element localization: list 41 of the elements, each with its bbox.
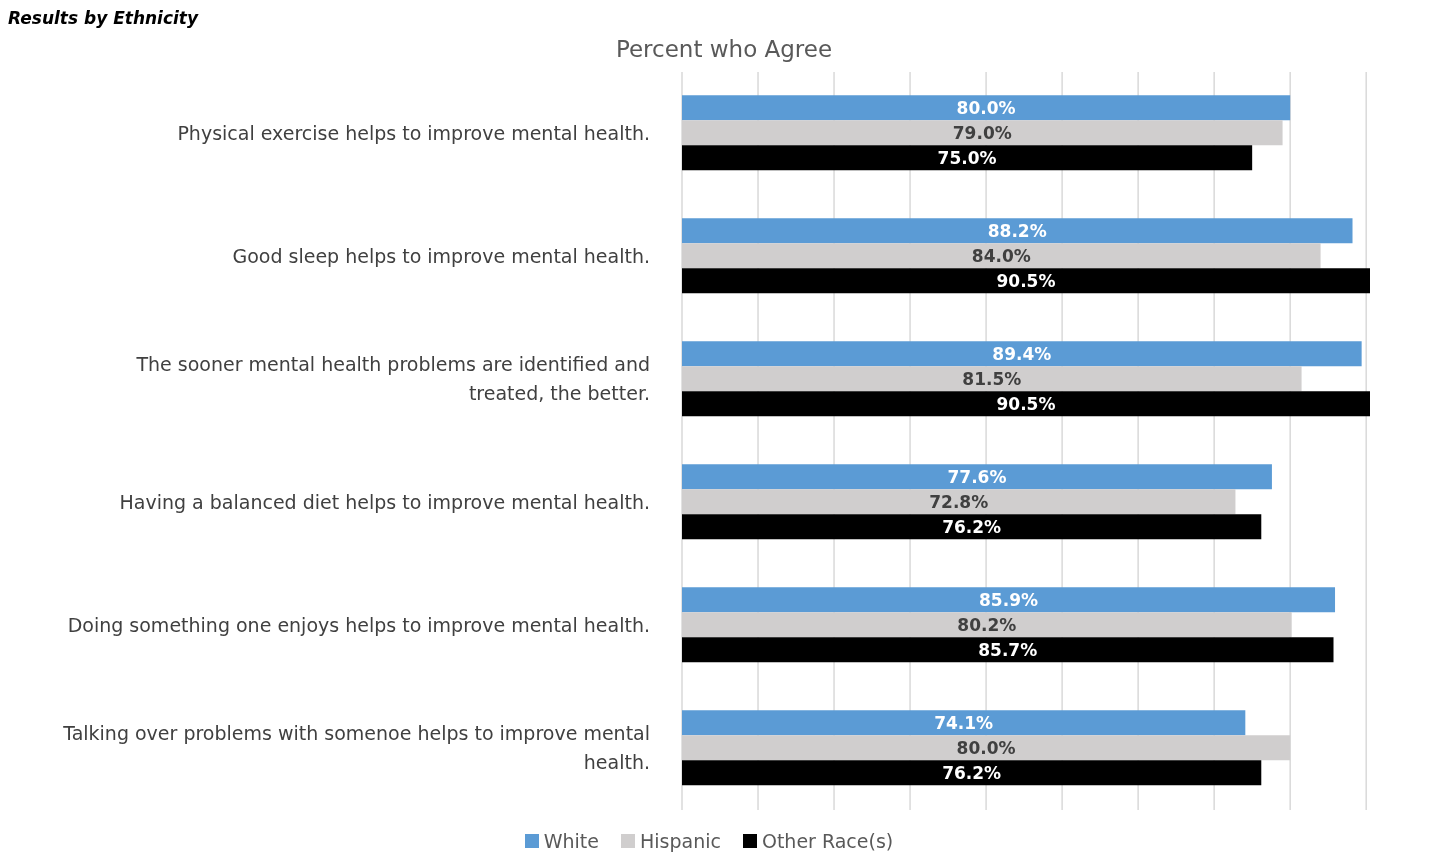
legend-label: Other Race(s) (761, 830, 894, 852)
legend-label: White (543, 830, 600, 852)
bar (682, 464, 1272, 490)
data-label: 90.5% (996, 393, 1056, 414)
data-label: 77.6% (947, 466, 1007, 487)
bar (682, 760, 1262, 786)
bar (682, 341, 1362, 367)
bar (682, 218, 1353, 244)
bar (682, 710, 1246, 736)
data-label: 80.0% (956, 737, 1016, 758)
data-label: 88.2% (987, 220, 1047, 241)
bar (682, 514, 1262, 540)
data-label: 85.9% (979, 589, 1039, 610)
data-label: 72.8% (929, 491, 989, 512)
bar (682, 145, 1253, 171)
data-label: 81.5% (962, 368, 1022, 389)
y-tick-label: Having a balanced diet helps to improve mental health. (119, 490, 650, 513)
data-label: 85.7% (978, 639, 1038, 660)
data-label: 74.1% (934, 712, 994, 733)
data-label: 84.0% (971, 245, 1031, 266)
data-label: 79.0% (952, 122, 1012, 143)
data-label: 80.0% (956, 97, 1016, 118)
data-label: 89.4% (992, 343, 1052, 364)
data-label: 76.2% (942, 516, 1002, 537)
bar (682, 587, 1336, 613)
chart-title: Percent who Agree (614, 36, 834, 62)
data-label: 75.0% (937, 147, 997, 168)
y-tick-label: Good sleep helps to improve mental health. (232, 244, 650, 267)
data-label: 80.2% (957, 614, 1017, 635)
data-label: 90.5% (996, 270, 1056, 291)
y-tick-label: Doing something one enjoys helps to improve mental health. (67, 613, 650, 636)
legend-label: Hispanic (640, 830, 721, 852)
bar (682, 268, 1370, 294)
text: Results by Ethnicity (8, 8, 199, 28)
y-tick-label: Talking over problems with somenoe helps to improve mental health. (62, 722, 650, 773)
bar (682, 95, 1291, 121)
bar (682, 637, 1334, 663)
y-tick-label: Physical exercise helps to improve mental health. (177, 121, 650, 144)
bar (682, 391, 1370, 417)
y-tick-label: The sooner mental health problems are identified and treated, the better. (135, 353, 650, 404)
data-label: 76.2% (942, 762, 1002, 783)
